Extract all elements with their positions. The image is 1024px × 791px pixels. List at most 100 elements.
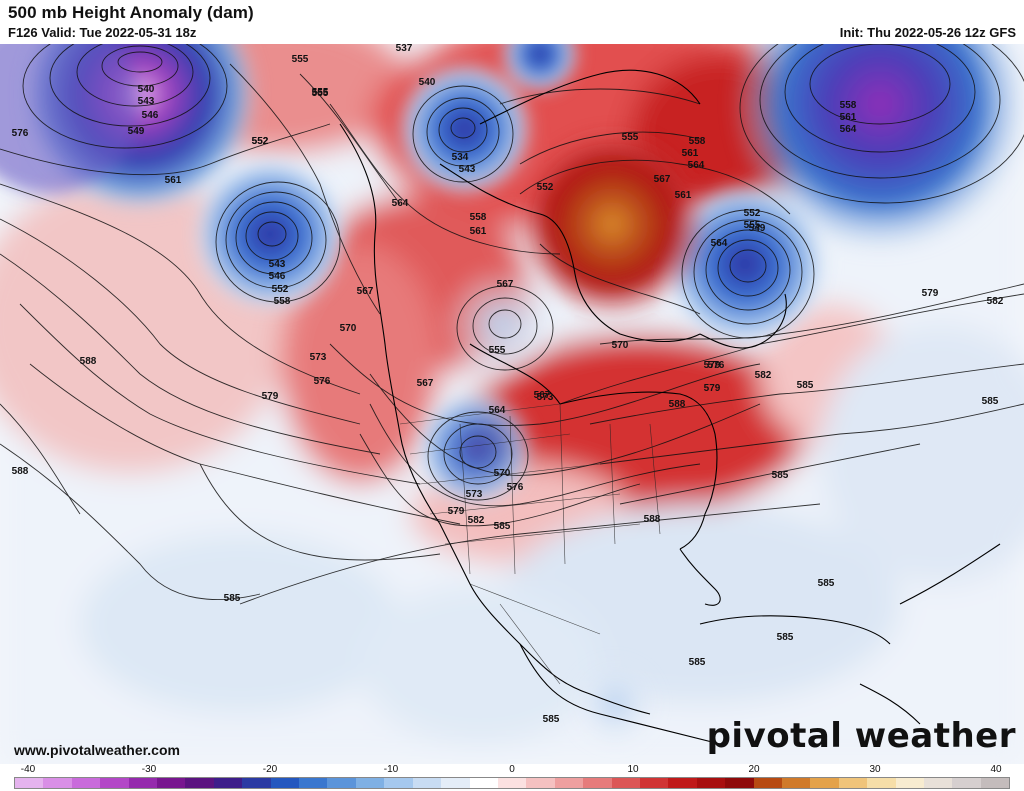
contour-label: 573 — [310, 352, 327, 363]
contour-label: 552 — [252, 136, 269, 147]
anomaly-map[interactable]: 540 543 546 549 576 555 552 561 537 555 540 534 543 5… — [0, 44, 1024, 764]
contour-label: 537 — [396, 44, 413, 54]
contour-label: 576 — [708, 360, 725, 371]
colorbar-swatch — [441, 778, 470, 788]
site-url[interactable]: www.pivotalweather.com — [14, 742, 180, 758]
contour-label: 588 — [12, 466, 29, 477]
colorbar-tick-label: 10 — [627, 764, 639, 775]
contour-label: 570 — [340, 323, 357, 334]
colorbar-tick-label: 20 — [748, 764, 760, 775]
contour-label: 579 — [922, 288, 939, 299]
contour-label: 534 — [452, 152, 469, 163]
colorbar-swatch — [242, 778, 271, 788]
contour-label: 585 — [494, 521, 511, 532]
contour-label: 567 — [497, 279, 514, 290]
contour-label: 555 — [744, 220, 761, 231]
brand-logo: pivotal weather — [706, 716, 1016, 756]
map-title: 500 mb Height Anomaly (dam) — [8, 3, 254, 22]
contour-label: 552 — [272, 284, 289, 295]
contour-label: 564 — [489, 405, 506, 416]
contour-label: 585 — [982, 396, 999, 407]
colorbar-swatch — [583, 778, 612, 788]
contour-label: 558 — [840, 100, 857, 111]
colorbar-swatch — [753, 778, 782, 788]
contour-label: 549 — [128, 126, 145, 137]
contour-label: 588 — [669, 399, 686, 410]
height-contours — [0, 44, 1024, 605]
contour-label: 588 — [80, 356, 97, 367]
colorbar-swatch — [412, 778, 442, 788]
contour-label: 585 — [543, 714, 560, 725]
contour-label: 570 — [494, 468, 511, 479]
contour-label: 546 — [269, 271, 286, 282]
contour-label: 549 — [749, 223, 766, 234]
colorbar-swatch — [696, 778, 726, 788]
colorbar-swatch — [185, 778, 214, 788]
contour-label: 564 — [711, 238, 728, 249]
colorbar-tick-label: 30 — [869, 764, 881, 775]
contour-label: 585 — [224, 593, 241, 604]
contour-label: 588 — [644, 514, 661, 525]
colorbar-swatch — [100, 778, 129, 788]
contour-label: 555 — [312, 88, 329, 99]
contour-label: 555 — [489, 345, 506, 356]
contour-label: 564 — [688, 160, 705, 171]
colorbar-swatch — [213, 778, 243, 788]
contour-label: 561 — [675, 190, 692, 201]
colorbar-swatch — [725, 778, 754, 788]
colorbar-tick-label: -40 — [20, 764, 36, 775]
contour-label: 579 — [704, 383, 721, 394]
contour-label: 576 — [12, 128, 29, 139]
contour-label: 582 — [755, 370, 772, 381]
colorbar-tick-label: -20 — [262, 764, 278, 775]
colorbar-swatch — [639, 778, 669, 788]
colorbar-swatch — [781, 778, 811, 788]
contour-label: 558 — [470, 212, 487, 223]
contour-label: 561 — [682, 148, 699, 159]
contour-label: 585 — [772, 470, 789, 481]
contour-label: 555 — [292, 54, 309, 65]
contour-label: 585 — [689, 657, 706, 668]
contour-label: 567 — [417, 378, 434, 389]
colorbar-tick-label: 40 — [990, 764, 1002, 775]
contour-label: 567 — [534, 390, 551, 401]
contour-label-layer: 5405435465495765555525615375555405345435… — [12, 44, 1004, 725]
colorbar-swatch — [299, 778, 328, 788]
contour-label: 576 — [507, 482, 524, 493]
contour-label: 585 — [797, 380, 814, 391]
colorbar-tick-label: 0 — [509, 764, 515, 775]
map-canvas: 5405435465495765555525615375555405345435… — [0, 44, 1024, 764]
init-time: Init: Thu 2022-05-26 12z GFS — [839, 25, 1016, 40]
colorbar-swatch — [128, 778, 158, 788]
contour-label: 552 — [537, 182, 554, 193]
contour-label: 561 — [165, 175, 182, 186]
contour-label: 579 — [262, 391, 279, 402]
colorbar-swatch — [43, 778, 72, 788]
contour-label: 555 — [622, 132, 639, 143]
colorbar-swatch — [668, 778, 697, 788]
colorbar-swatch — [327, 778, 356, 788]
contour-label: 552 — [252, 136, 269, 147]
colorbar-swatch — [355, 778, 385, 788]
colorbar: -40 -30 -20 -10 0 10 20 30 40 — [0, 764, 1024, 791]
contour-label: 543 — [138, 96, 155, 107]
contour-label: 582 — [987, 296, 1004, 307]
contour-label: 546 — [142, 110, 159, 121]
state-borders — [399, 403, 661, 685]
colorbar-tick-label: -30 — [141, 764, 157, 775]
colorbar-swatch — [270, 778, 300, 788]
contour-label: 552 — [744, 208, 761, 219]
contour-label: 540 — [138, 84, 155, 95]
coastlines — [339, 69, 1001, 745]
contour-label: 564 — [392, 198, 409, 209]
colorbar-ticks: -40 -30 -20 -10 0 10 20 30 40 — [0, 764, 1024, 776]
contour-label: 573 — [466, 489, 483, 500]
contour-label: 561 — [470, 226, 487, 237]
colorbar-swatch — [952, 778, 981, 788]
contour-label: 540 — [419, 77, 436, 88]
colorbar-swatch — [15, 778, 44, 788]
contour-label: 567 — [357, 286, 374, 297]
header: 500 mb Height Anomaly (dam) F126 Valid: … — [0, 0, 1024, 44]
colorbar-swatch — [838, 778, 868, 788]
contour-label: 582 — [468, 515, 485, 526]
